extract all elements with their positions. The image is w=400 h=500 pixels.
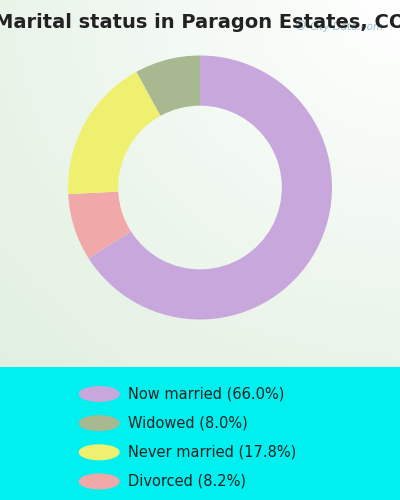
- Text: Never married (17.8%): Never married (17.8%): [128, 445, 296, 460]
- Circle shape: [79, 416, 119, 430]
- Text: @: @: [294, 20, 305, 30]
- Wedge shape: [68, 72, 160, 194]
- Text: Marital status in Paragon Estates, CO: Marital status in Paragon Estates, CO: [0, 12, 400, 32]
- Circle shape: [79, 386, 119, 402]
- Text: Now married (66.0%): Now married (66.0%): [128, 386, 284, 402]
- Wedge shape: [68, 192, 131, 258]
- Wedge shape: [136, 56, 200, 116]
- Text: Divorced (8.2%): Divorced (8.2%): [128, 474, 246, 489]
- Text: City-Data.com: City-Data.com: [310, 22, 384, 32]
- Circle shape: [79, 445, 119, 460]
- Text: Widowed (8.0%): Widowed (8.0%): [128, 416, 248, 430]
- Wedge shape: [88, 56, 332, 320]
- Circle shape: [79, 474, 119, 488]
